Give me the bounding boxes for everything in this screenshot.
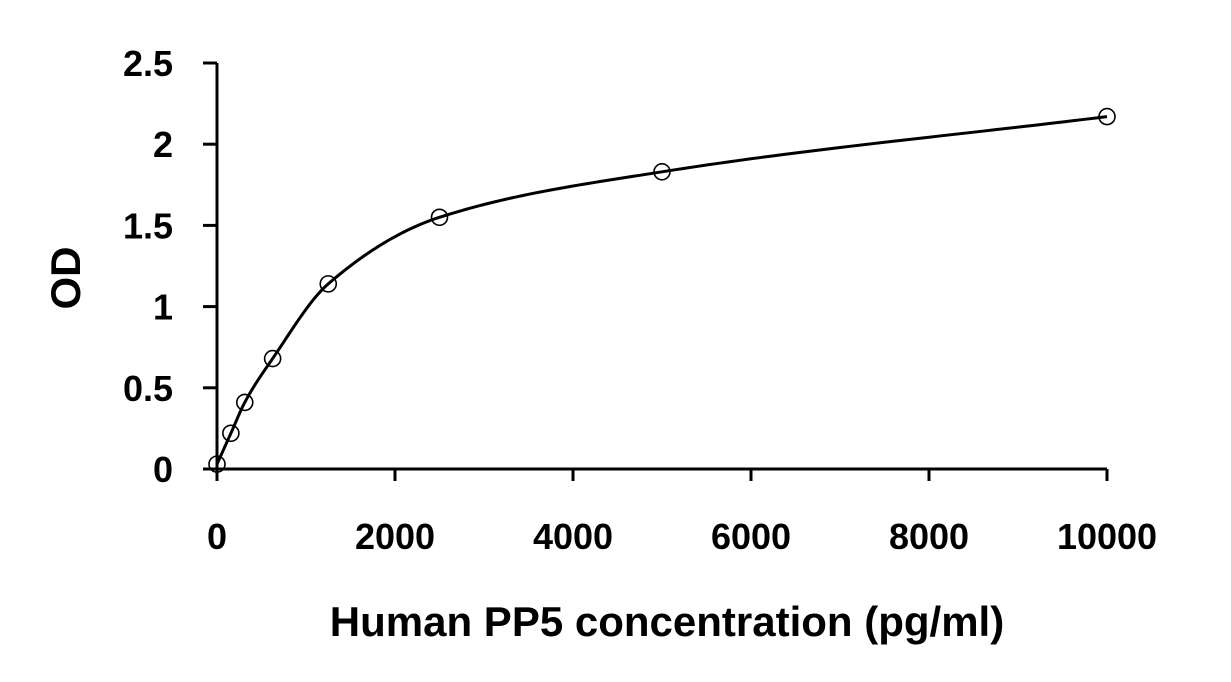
data-point — [235, 393, 254, 412]
y-axis-tick-labels: 0 0.5 1 1.5 2 2.5 — [123, 43, 173, 490]
x-axis-tick-labels: 0 2000 4000 6000 8000 10000 — [207, 516, 1157, 557]
y-tick-label: 0.5 — [123, 368, 173, 409]
x-axis-ticks — [215, 469, 1109, 481]
data-point — [222, 424, 240, 443]
x-tick-label: 10000 — [1057, 516, 1157, 557]
x-tick-label: 4000 — [533, 516, 613, 557]
fit-curve-line — [215, 115, 1108, 465]
y-axis-title: OD — [42, 247, 89, 310]
y-tick-label: 2 — [153, 124, 173, 165]
data-point — [430, 208, 449, 227]
y-axis-ticks — [203, 61, 217, 471]
y-tick-label: 1.5 — [123, 205, 173, 246]
data-point — [263, 349, 282, 368]
axes — [215, 63, 1107, 471]
x-tick-label: 8000 — [889, 516, 969, 557]
y-tick-label: 2.5 — [123, 43, 173, 84]
data-point — [208, 455, 226, 473]
x-tick-label: 0 — [207, 516, 227, 557]
x-tick-label: 2000 — [355, 516, 435, 557]
y-tick-label: 1 — [153, 287, 173, 328]
x-axis-title: Human PP5 concentration (pg/ml) — [330, 598, 1004, 645]
data-point — [319, 275, 338, 293]
y-tick-label: 0 — [153, 449, 173, 490]
data-points — [208, 107, 1116, 473]
data-point — [653, 163, 671, 181]
data-point — [1098, 107, 1116, 126]
x-tick-label: 6000 — [711, 516, 791, 557]
